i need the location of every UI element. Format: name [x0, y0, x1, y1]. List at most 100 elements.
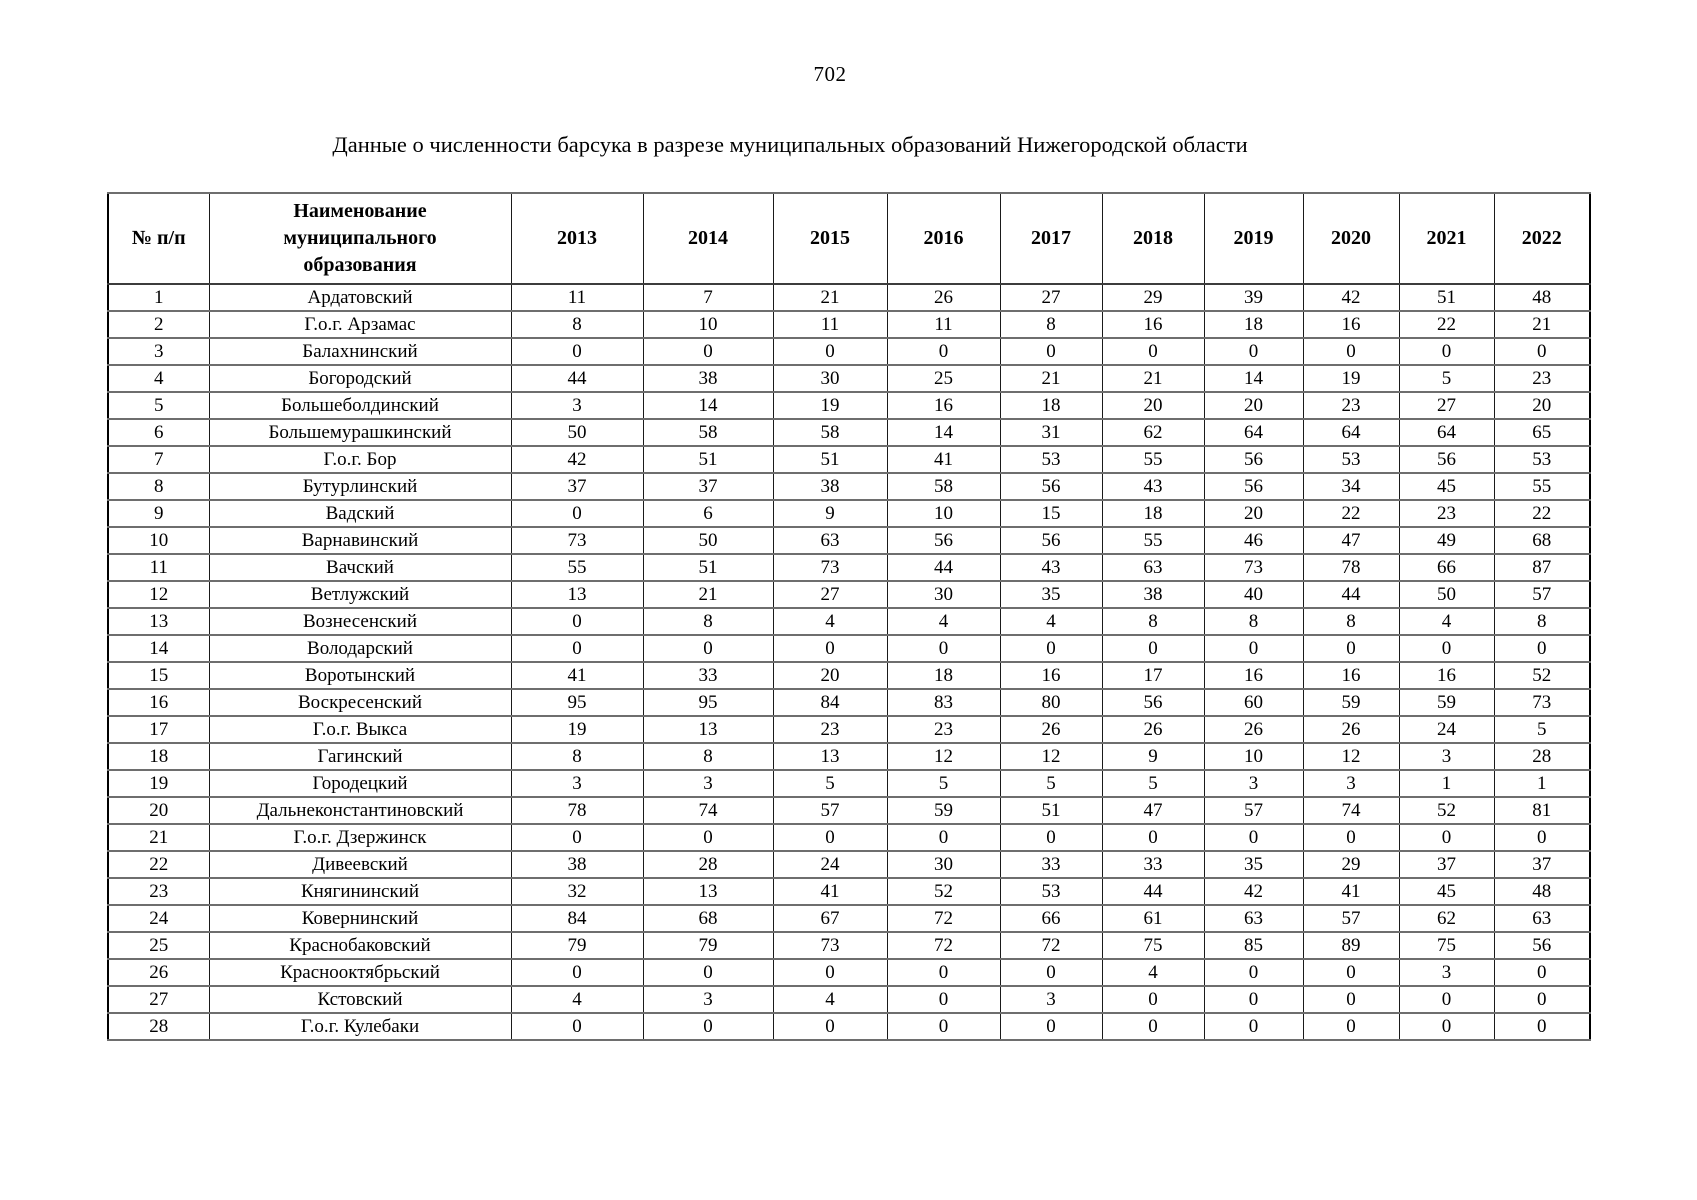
- table-header: № п/п Наименование муниципального образов…: [107, 192, 1591, 285]
- row-number-cell: 28: [107, 1012, 210, 1041]
- year-value-cell-2016: 5: [886, 769, 1001, 798]
- column-header-year-2018: 2018: [1101, 192, 1205, 285]
- year-value-cell-2020: 26: [1302, 715, 1400, 744]
- year-value-cell-2016: 0: [886, 985, 1001, 1014]
- column-header-label: 2018: [1133, 227, 1173, 249]
- year-value-cell-2018: 18: [1101, 499, 1205, 528]
- year-value-cell-2021: 16: [1398, 661, 1495, 690]
- municipality-name-cell: Большемурашкинский: [208, 418, 512, 447]
- column-header-label: 2020: [1331, 227, 1371, 249]
- municipality-name-cell: Ветлужский: [208, 580, 512, 609]
- year-value-cell-2014: 3: [642, 769, 774, 798]
- year-value-cell-2018: 47: [1101, 796, 1205, 825]
- column-header-year-2017: 2017: [999, 192, 1103, 285]
- year-value-cell-2021: 52: [1398, 796, 1495, 825]
- row-number-cell: 25: [107, 931, 210, 960]
- table-row: 22 Дивеевский 38 28 24 30 33 33 35 29 37 37: [107, 850, 1591, 879]
- year-value-cell-2022: 87: [1493, 553, 1591, 582]
- year-value-cell-2022: 20: [1493, 391, 1591, 420]
- year-value-cell-2017: 0: [999, 337, 1103, 366]
- column-header-label: 2021: [1426, 227, 1467, 249]
- table-row: 26 Краснооктябрьский 0 0 0 0 0 4 0 0 3 0: [107, 958, 1591, 987]
- year-value-cell-2016: 14: [886, 418, 1001, 447]
- year-value-cell-2021: 64: [1398, 418, 1495, 447]
- table-row: 16 Воскресенский 95 95 84 83 80 56 60 59 59 73: [107, 688, 1591, 717]
- year-value-cell-2013: 13: [510, 580, 644, 609]
- column-header-year-2022: 2022: [1493, 192, 1591, 285]
- year-value-cell-2019: 56: [1203, 445, 1304, 474]
- year-value-cell-2020: 47: [1302, 526, 1400, 555]
- municipality-name-cell: Балахнинский: [208, 337, 512, 366]
- table-row: 21 Г.о.г. Дзержинск 0 0 0 0 0 0 0 0 0 0: [107, 823, 1591, 852]
- year-value-cell-2015: 73: [772, 931, 888, 960]
- year-value-cell-2018: 21: [1101, 364, 1205, 393]
- year-value-cell-2015: 30: [772, 364, 888, 393]
- year-value-cell-2019: 73: [1203, 553, 1304, 582]
- year-value-cell-2022: 65: [1493, 418, 1591, 447]
- year-value-cell-2013: 19: [510, 715, 644, 744]
- column-header-label: 2019: [1233, 227, 1274, 249]
- year-value-cell-2018: 61: [1101, 904, 1205, 933]
- row-number-cell: 21: [107, 823, 210, 852]
- municipality-name-cell: Ардатовский: [208, 283, 512, 312]
- year-value-cell-2014: 37: [642, 472, 774, 501]
- year-value-cell-2018: 0: [1101, 634, 1205, 663]
- year-value-cell-2018: 44: [1101, 877, 1205, 906]
- year-value-cell-2017: 3: [999, 985, 1103, 1014]
- year-value-cell-2020: 16: [1302, 310, 1400, 339]
- year-value-cell-2019: 8: [1203, 607, 1304, 636]
- column-header-year-2013: 2013: [510, 192, 644, 285]
- year-value-cell-2018: 43: [1101, 472, 1205, 501]
- year-value-cell-2016: 0: [886, 958, 1001, 987]
- year-value-cell-2018: 29: [1101, 283, 1205, 312]
- row-number-cell: 24: [107, 904, 210, 933]
- year-value-cell-2017: 53: [999, 445, 1103, 474]
- year-value-cell-2021: 3: [1398, 742, 1495, 771]
- year-value-cell-2018: 63: [1101, 553, 1205, 582]
- year-value-cell-2021: 51: [1398, 283, 1495, 312]
- municipality-name-cell: Воротынский: [208, 661, 512, 690]
- year-value-cell-2019: 14: [1203, 364, 1304, 393]
- column-header-label: 2022: [1521, 227, 1562, 249]
- year-value-cell-2014: 0: [642, 958, 774, 987]
- year-value-cell-2022: 48: [1493, 283, 1591, 312]
- table-row: 7 Г.о.г. Бор 42 51 51 41 53 55 56 53 56 53: [107, 445, 1591, 474]
- year-value-cell-2021: 75: [1398, 931, 1495, 960]
- year-value-cell-2022: 22: [1493, 499, 1591, 528]
- year-value-cell-2021: 49: [1398, 526, 1495, 555]
- year-value-cell-2020: 23: [1302, 391, 1400, 420]
- row-number-cell: 20: [107, 796, 210, 825]
- year-value-cell-2014: 8: [642, 607, 774, 636]
- page-number: 702: [813, 62, 847, 86]
- year-value-cell-2016: 30: [886, 580, 1001, 609]
- year-value-cell-2015: 0: [772, 337, 888, 366]
- year-value-cell-2015: 0: [772, 958, 888, 987]
- year-value-cell-2013: 41: [510, 661, 644, 690]
- row-number-cell: 14: [107, 634, 210, 663]
- year-value-cell-2020: 78: [1302, 553, 1400, 582]
- municipality-name-cell: Гагинский: [208, 742, 512, 771]
- year-value-cell-2019: 18: [1203, 310, 1304, 339]
- year-value-cell-2021: 0: [1398, 823, 1495, 852]
- year-value-cell-2017: 0: [999, 958, 1103, 987]
- year-value-cell-2020: 34: [1302, 472, 1400, 501]
- municipality-name-cell: Бутурлинский: [208, 472, 512, 501]
- year-value-cell-2018: 0: [1101, 985, 1205, 1014]
- year-value-cell-2022: 57: [1493, 580, 1591, 609]
- year-value-cell-2021: 24: [1398, 715, 1495, 744]
- year-value-cell-2014: 79: [642, 931, 774, 960]
- municipality-name-cell: Краснобаковский: [208, 931, 512, 960]
- year-value-cell-2022: 28: [1493, 742, 1591, 771]
- year-value-cell-2017: 0: [999, 823, 1103, 852]
- year-value-cell-2017: 8: [999, 310, 1103, 339]
- year-value-cell-2022: 37: [1493, 850, 1591, 879]
- year-value-cell-2021: 45: [1398, 877, 1495, 906]
- column-header-year-2020: 2020: [1302, 192, 1400, 285]
- year-value-cell-2017: 56: [999, 472, 1103, 501]
- municipality-name-cell: Княгининский: [208, 877, 512, 906]
- year-value-cell-2014: 3: [642, 985, 774, 1014]
- row-number-cell: 16: [107, 688, 210, 717]
- year-value-cell-2013: 78: [510, 796, 644, 825]
- column-header-label: Наименование муниципального образования: [283, 200, 437, 276]
- municipality-name-cell: Городецкий: [208, 769, 512, 798]
